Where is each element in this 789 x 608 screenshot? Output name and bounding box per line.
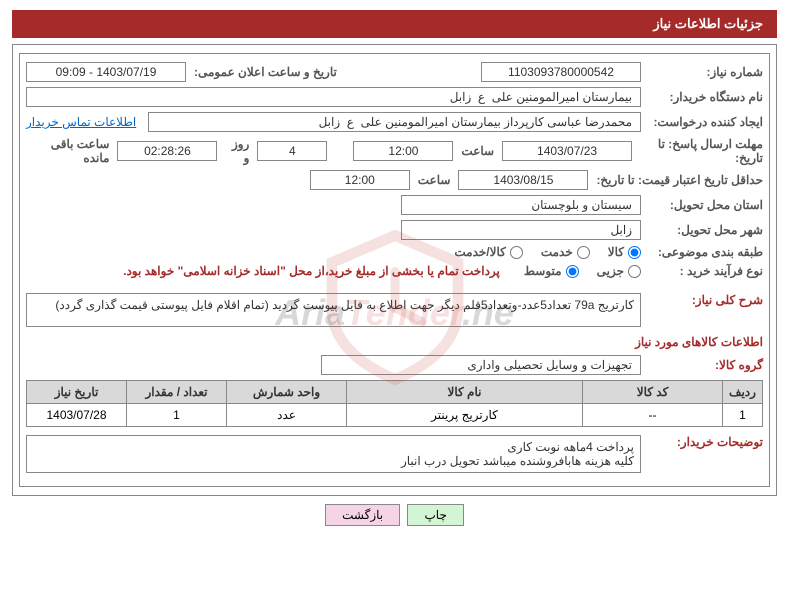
th-name: نام کالا bbox=[347, 381, 583, 404]
response-deadline-label: مهلت ارسال پاسخ: تا تاریخ: bbox=[636, 137, 763, 165]
delivery-province-field[interactable] bbox=[401, 195, 641, 215]
purchase-note: پرداخت تمام یا بخشی از مبلغ خرید،از محل … bbox=[123, 264, 500, 278]
price-validity-time-field[interactable] bbox=[310, 170, 410, 190]
details-frame: شماره نیاز: تاریخ و ساعت اعلان عمومی: نا… bbox=[19, 53, 770, 487]
need-number-field[interactable] bbox=[481, 62, 641, 82]
delivery-city-label: شهر محل تحویل: bbox=[645, 223, 763, 237]
goods-group-label: گروه کالا: bbox=[645, 358, 763, 372]
process-radio-medium[interactable]: متوسط bbox=[524, 264, 579, 278]
need-number-label: شماره نیاز: bbox=[645, 65, 763, 79]
purchase-process-label: نوع فرآیند خرید : bbox=[645, 264, 763, 278]
page-header: جزئیات اطلاعات نیاز bbox=[12, 10, 777, 38]
th-date: تاریخ نیاز bbox=[27, 381, 127, 404]
buyer-org-label: نام دستگاه خریدار: bbox=[645, 90, 763, 104]
subject-category-label: طبقه بندی موضوعی: bbox=[645, 245, 763, 259]
th-code: کد کالا bbox=[583, 381, 723, 404]
buyer-notes-label: توضیحات خریدار: bbox=[645, 435, 763, 449]
th-radif: ردیف bbox=[723, 381, 763, 404]
goods-table: ردیف کد کالا نام کالا واحد شمارش تعداد /… bbox=[26, 380, 763, 427]
category-radio-both[interactable]: کالا/خدمت bbox=[454, 245, 522, 259]
hour-label-1: ساعت bbox=[457, 144, 498, 158]
response-time-field[interactable] bbox=[353, 141, 453, 161]
remaining-days-field[interactable] bbox=[257, 141, 327, 161]
print-button[interactable]: چاپ bbox=[407, 504, 463, 526]
general-desc-label: شرح کلی نیاز: bbox=[645, 293, 763, 307]
buyer-contact-link[interactable]: اطلاعات تماس خریدار bbox=[26, 115, 136, 129]
delivery-city-field[interactable] bbox=[401, 220, 641, 240]
table-row[interactable]: 1 -- کارتریج پرینتر عدد 1 1403/07/28 bbox=[27, 404, 763, 427]
th-qty: تعداد / مقدار bbox=[127, 381, 227, 404]
category-radio-group: کالا خدمت کالا/خدمت bbox=[454, 245, 641, 259]
buyer-notes-field[interactable]: پرداخت 4ماهه نوبت کاری کلیه هزینه هابافر… bbox=[26, 435, 641, 473]
process-radio-minor[interactable]: جزیی bbox=[597, 264, 641, 278]
back-button[interactable]: بازگشت bbox=[325, 504, 400, 526]
price-validity-label: حداقل تاریخ اعتبار قیمت: تا تاریخ: bbox=[592, 173, 763, 187]
requester-label: ایجاد کننده درخواست: bbox=[645, 115, 763, 129]
goods-info-title: اطلاعات کالاهای مورد نیاز bbox=[26, 335, 763, 349]
goods-group-field[interactable] bbox=[321, 355, 641, 375]
announce-datetime-field[interactable] bbox=[26, 62, 186, 82]
delivery-province-label: استان محل تحویل: bbox=[645, 198, 763, 212]
hour-label-2: ساعت bbox=[414, 173, 455, 187]
category-radio-service[interactable]: خدمت bbox=[541, 245, 590, 259]
buyer-org-field[interactable] bbox=[26, 87, 641, 107]
remaining-label: ساعت باقی مانده bbox=[26, 137, 113, 165]
remaining-time-field[interactable] bbox=[117, 141, 217, 161]
response-date-field[interactable] bbox=[502, 141, 632, 161]
button-bar: چاپ بازگشت bbox=[0, 504, 789, 526]
th-unit: واحد شمارش bbox=[227, 381, 347, 404]
requester-field[interactable] bbox=[148, 112, 641, 132]
process-radio-group: جزیی متوسط bbox=[524, 264, 641, 278]
general-desc-field[interactable]: کارتریج 79a تعداد5عدد-وتعداد5قلم دیگر جه… bbox=[26, 293, 641, 327]
price-validity-date-field[interactable] bbox=[458, 170, 588, 190]
main-frame: شماره نیاز: تاریخ و ساعت اعلان عمومی: نا… bbox=[12, 44, 777, 496]
announce-datetime-label: تاریخ و ساعت اعلان عمومی: bbox=[190, 65, 337, 79]
category-radio-goods[interactable]: کالا bbox=[608, 245, 641, 259]
days-and-label: روز و bbox=[221, 137, 253, 165]
